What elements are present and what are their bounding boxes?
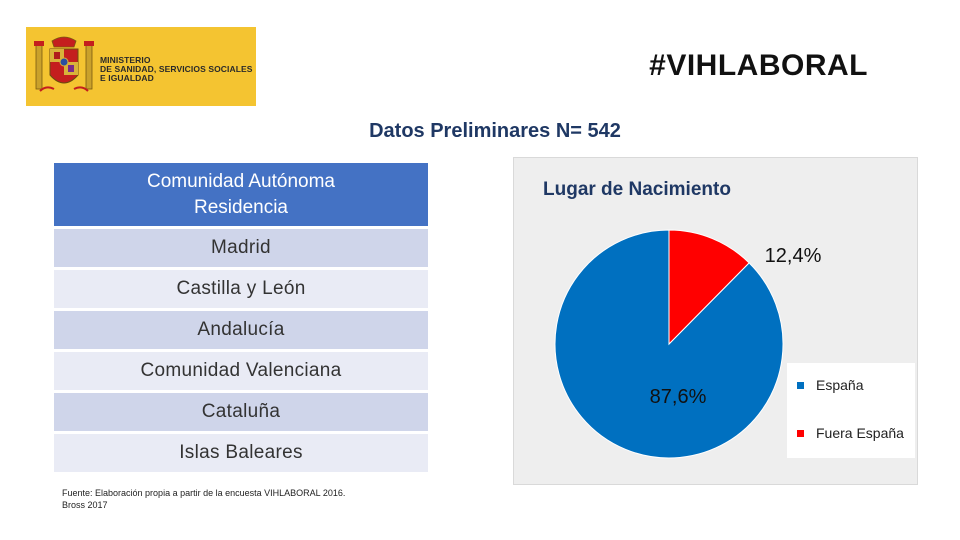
- legend-swatch: [797, 381, 804, 389]
- table-cell: Cataluña: [201, 401, 281, 422]
- table-header: Comunidad Autónoma Residencia: [54, 163, 428, 226]
- table-cell: Andalucía: [197, 319, 285, 340]
- table-row: Castilla y León: [54, 270, 428, 308]
- legend-swatch: [797, 429, 804, 437]
- ministry-logo: MINISTERIO DE SANIDAD, SERVICIOS SOCIALE…: [26, 27, 256, 106]
- chart-title: Lugar de Nacimiento: [543, 179, 731, 200]
- table-row: Cataluña: [54, 393, 428, 431]
- table-row: Madrid: [54, 229, 428, 267]
- table-header-label: Comunidad Autónoma Residencia: [146, 170, 335, 218]
- ministry-name-line-2: DE SANIDAD, SERVICIOS SOCIALES: [100, 64, 253, 74]
- table-cell: Islas Baleares: [179, 442, 303, 463]
- legend-label: Fuera España: [816, 425, 904, 441]
- chart-legend: España Fuera España: [787, 363, 915, 458]
- legend-item-fuera-espana: Fuera España: [797, 425, 904, 441]
- source-note-line-2: Bross 2017: [62, 500, 108, 510]
- table-row: Andalucía: [54, 311, 428, 349]
- legend-item-espana: España: [797, 377, 863, 393]
- ministry-name-line-3: E IGUALDAD: [100, 73, 154, 83]
- region-table: Comunidad Autónoma Residencia Madrid Cas…: [54, 163, 428, 472]
- slide-subtitle: Datos Preliminares N= 542: [369, 120, 621, 142]
- table-cell: Madrid: [211, 237, 271, 258]
- legend-label: España: [816, 377, 864, 393]
- coat-of-arms-icon: [34, 36, 94, 92]
- source-note-line-1: Fuente: Elaboración propia a partir de l…: [62, 488, 346, 498]
- table-cell: Castilla y León: [176, 278, 306, 299]
- ministry-name: MINISTERIO DE SANIDAD, SERVICIOS SOCIALE…: [100, 56, 253, 83]
- hashtag-title: #VIHLABORAL: [649, 49, 868, 82]
- table-row: Islas Baleares: [54, 434, 428, 472]
- table-row: Comunidad Valenciana: [54, 352, 428, 390]
- table-cell: Comunidad Valenciana: [140, 360, 342, 381]
- source-note: Fuente: Elaboración propia a partir de l…: [62, 487, 345, 511]
- ministry-name-line-1: MINISTERIO: [100, 55, 151, 65]
